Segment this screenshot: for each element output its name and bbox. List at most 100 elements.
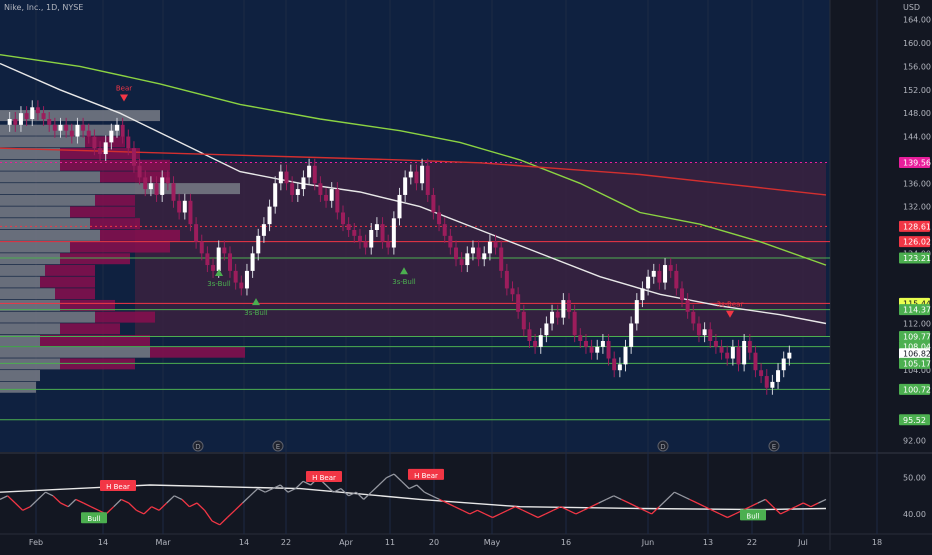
osc-line-segment [681, 495, 690, 500]
candle-body [454, 247, 458, 260]
candle-body [510, 288, 515, 295]
candle-body [753, 352, 758, 371]
annotation-label: 3s-Bear [717, 301, 744, 309]
osc-line-segment [143, 506, 153, 515]
osc-line-segment [408, 484, 418, 490]
candle-body [341, 212, 345, 225]
osc-label-text: H Bear [414, 472, 438, 480]
price-tag-label: 139.56 [903, 158, 931, 167]
osc-line-segment [712, 509, 721, 515]
candle-body [18, 113, 23, 125]
osc-line-segment [651, 506, 660, 515]
osc-line-segment [689, 498, 698, 504]
price-tag-label: 115.44 [903, 299, 931, 308]
candle-body [188, 200, 193, 225]
profile-bar-grey [0, 346, 150, 358]
candle-body [239, 282, 244, 289]
price-tag-label: 128.61 [903, 222, 931, 231]
osc-line-segment [810, 502, 819, 508]
profile-bar-purple [60, 253, 130, 265]
candle-body [764, 376, 769, 388]
candle-body [103, 142, 108, 155]
osc-line-segment [764, 498, 774, 508]
profile-bar-grey [0, 136, 85, 148]
candle-body [680, 288, 684, 301]
candle-body [75, 124, 80, 137]
time-tick-label: Apr [339, 538, 354, 547]
time-tick-label: 14 [98, 538, 108, 547]
osc-tick-label: 40.00 [903, 510, 926, 519]
candle-body [115, 124, 119, 131]
candle-body [651, 270, 656, 277]
candle-body [781, 358, 786, 371]
osc-line-segment [348, 491, 357, 497]
time-tick-label: 13 [703, 538, 713, 547]
time-tick-label: Feb [29, 538, 43, 547]
profile-bar-grey [0, 370, 40, 382]
osc-line-segment [780, 509, 789, 515]
profile-bar-grey [0, 253, 60, 265]
candle-body [211, 265, 216, 271]
candle-body [329, 189, 334, 201]
osc-line-segment [22, 506, 31, 511]
candle-body [437, 212, 442, 225]
candlesticks [7, 100, 792, 395]
candle-body [521, 311, 526, 330]
price-tick-label: 164.00 [903, 16, 931, 25]
osc-line-segment [295, 480, 304, 490]
candle-body [403, 177, 408, 195]
candle-body [352, 230, 357, 236]
osc-line-segment [7, 495, 16, 504]
osc-line-segment [113, 498, 122, 508]
candle-body [674, 270, 679, 289]
candle-body [205, 253, 210, 266]
price-tag-label: 100.72 [903, 385, 931, 394]
time-tick-label: 11 [385, 538, 395, 547]
candle-body [448, 235, 453, 248]
osc-line-segment [257, 488, 266, 493]
profile-bar-grey [0, 276, 40, 288]
osc-label-bg [306, 470, 342, 482]
time-tick-label: Mar [155, 538, 171, 547]
candle-body [544, 323, 549, 336]
candle-body [250, 253, 255, 271]
time-tick-label: 22 [281, 538, 291, 547]
profile-bar-purple [60, 323, 120, 335]
candle-body [736, 346, 741, 365]
candle-body [369, 230, 374, 248]
osc-label-bg [81, 512, 107, 524]
candle-body [787, 352, 792, 359]
profile-bar-grey [0, 171, 100, 183]
osc-line-segment [454, 506, 463, 511]
bear-marker [120, 94, 128, 102]
candle-body [278, 171, 283, 184]
osc-line-segment [196, 502, 206, 511]
osc-line-segment [674, 491, 683, 497]
osc-line-segment [545, 509, 554, 515]
candle-body [47, 119, 52, 125]
price-tag-label: 106.82 [903, 350, 931, 359]
candle-body [476, 247, 481, 260]
profile-bar-grey [0, 194, 95, 206]
osc-line-segment [14, 502, 24, 511]
time-tick-label: 14 [239, 538, 249, 547]
profile-bar-purple [85, 136, 125, 148]
profile-bar-grey [0, 335, 40, 346]
osc-line-segment [37, 491, 46, 500]
candle-body [550, 311, 555, 324]
candle-body [397, 194, 402, 219]
osc-line-segment [325, 484, 334, 493]
candle-body [425, 165, 430, 195]
osc-line-segment [287, 488, 296, 493]
osc-line-segment [522, 509, 531, 515]
osc-line-segment [446, 502, 455, 508]
osc-line-segment [264, 488, 274, 493]
profile-bar-grey [0, 264, 45, 276]
profile-bar-purple [70, 241, 170, 253]
osc-line-segment [234, 502, 243, 511]
profile-bar-grey [0, 323, 60, 335]
event-marker-label: D [660, 443, 665, 451]
candle-body [617, 364, 622, 371]
price-tag-bg [899, 252, 930, 264]
candle-body [357, 235, 362, 242]
